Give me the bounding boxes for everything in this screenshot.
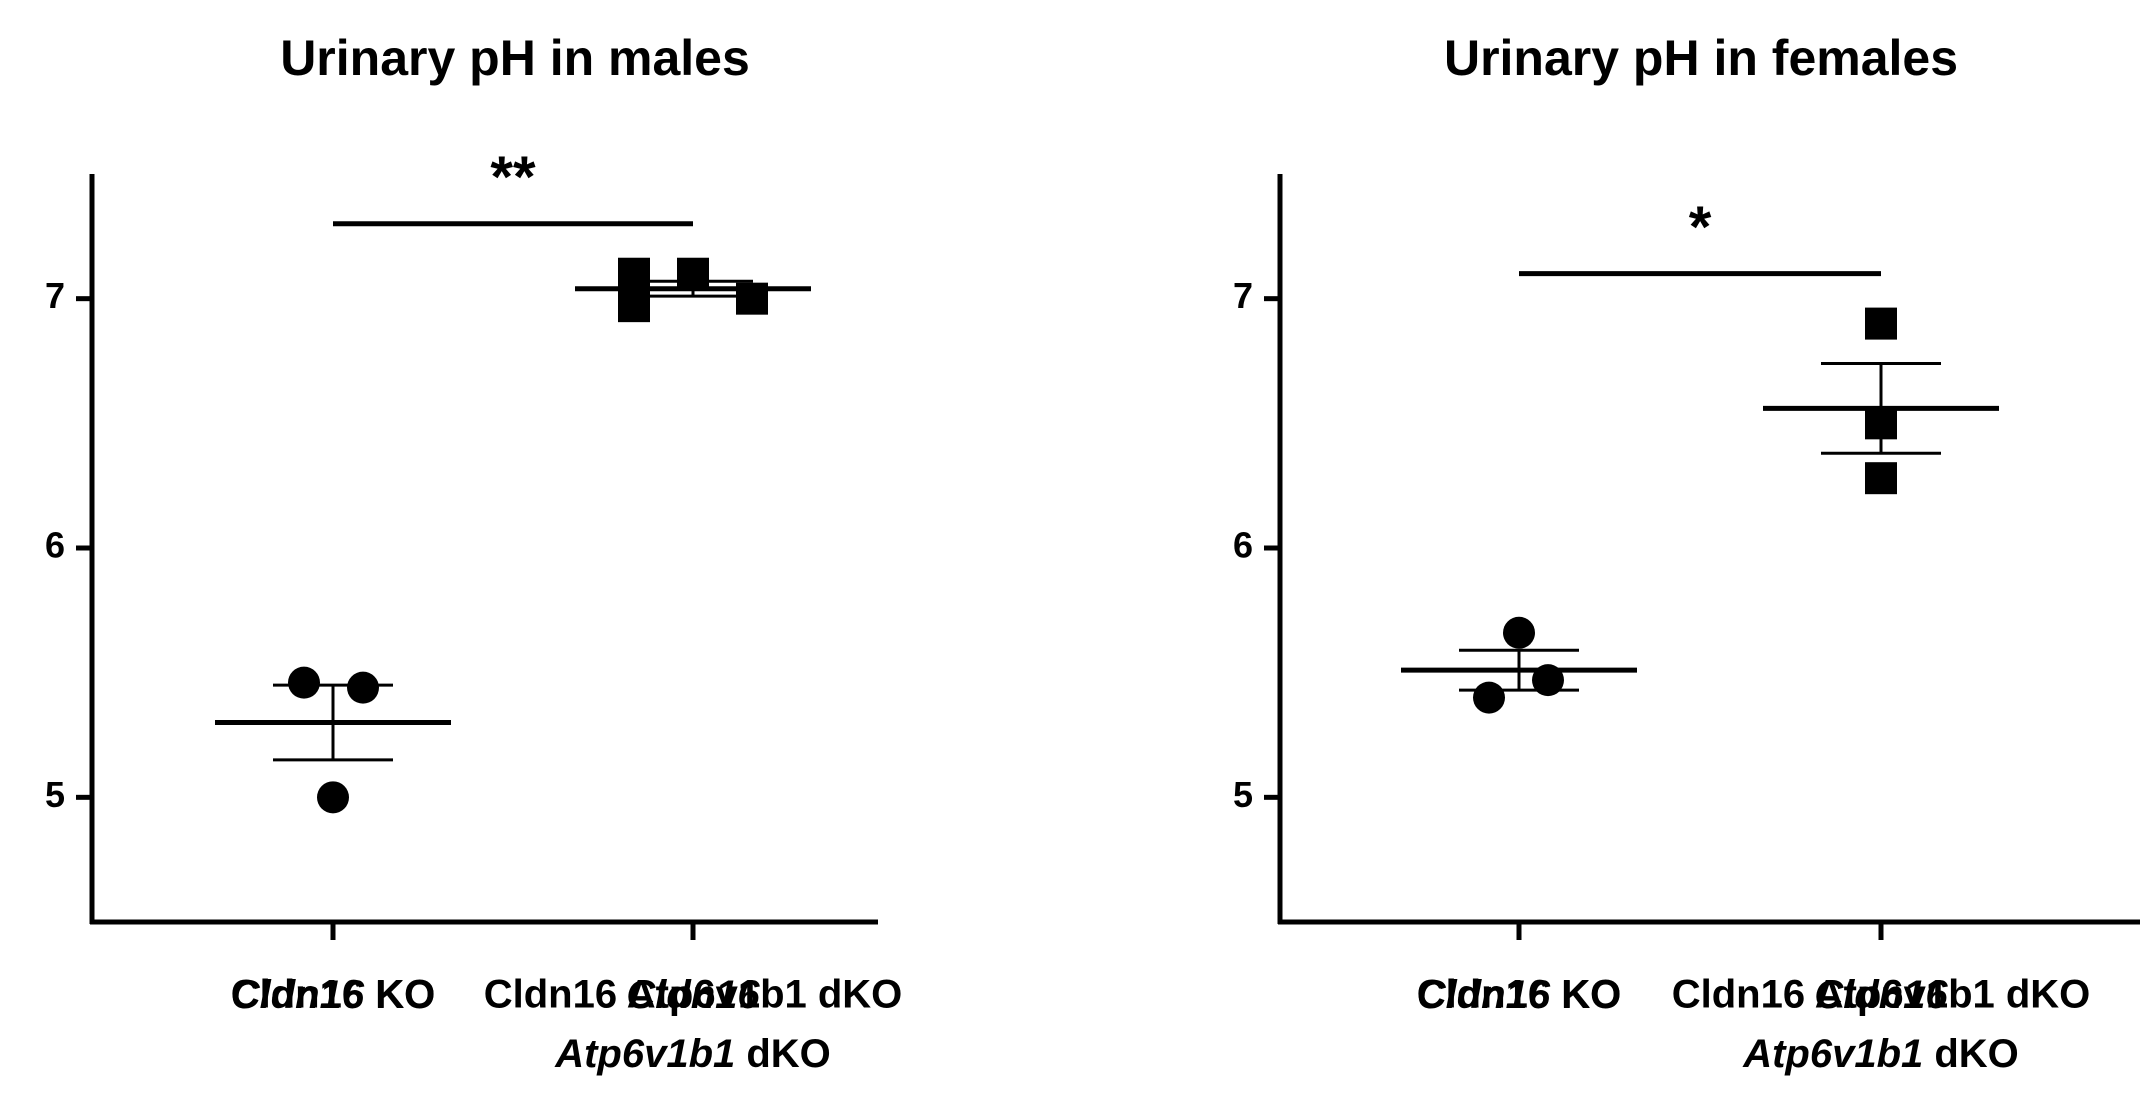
x-tick-label: Cldn16 Atp6v1b1 dKOCldn16 Atp6v1b1 dKO (1672, 973, 2091, 1076)
y-tick-label: 6 (1233, 525, 1253, 566)
data-point (317, 781, 349, 814)
chart-title: Urinary pH in males (280, 30, 750, 86)
data-point (347, 671, 379, 704)
data-point (1865, 462, 1897, 495)
chart-title: Urinary pH in females (1444, 30, 1958, 86)
significance-label: * (1689, 195, 1712, 260)
y-tick-label: 5 (45, 774, 65, 815)
data-point (288, 666, 320, 699)
data-point (1473, 681, 1505, 714)
significance-label: ** (490, 145, 536, 210)
y-tick-label: 5 (1233, 774, 1253, 815)
y-tick-label: 7 (1233, 275, 1253, 316)
y-tick-label: 7 (45, 275, 65, 316)
data-point (618, 257, 650, 290)
y-tick-label: 6 (45, 525, 65, 566)
x-tick-label: Cldn16 KOCldn16 KO (231, 973, 435, 1017)
x-tick-label: Cldn16 Atp6v1b1 dKOCldn16 Atp6v1b1 dKO (484, 973, 903, 1076)
data-point (1503, 616, 1535, 649)
data-point (1865, 307, 1897, 340)
x-tick-label: Cldn16 KOCldn16 KO (1417, 973, 1621, 1017)
